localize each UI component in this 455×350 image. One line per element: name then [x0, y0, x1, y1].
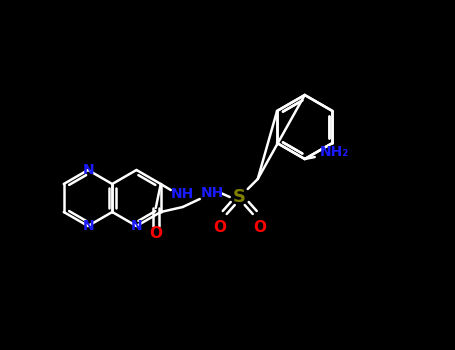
Text: O: O — [253, 219, 266, 234]
Text: NH: NH — [171, 187, 194, 201]
Text: N: N — [83, 163, 95, 177]
Text: S: S — [233, 188, 246, 206]
Text: O: O — [213, 219, 226, 234]
Text: O: O — [149, 226, 162, 242]
Text: N: N — [131, 219, 142, 233]
Text: NH: NH — [201, 186, 224, 200]
Text: NH₂: NH₂ — [320, 145, 349, 159]
Text: N: N — [83, 219, 95, 233]
